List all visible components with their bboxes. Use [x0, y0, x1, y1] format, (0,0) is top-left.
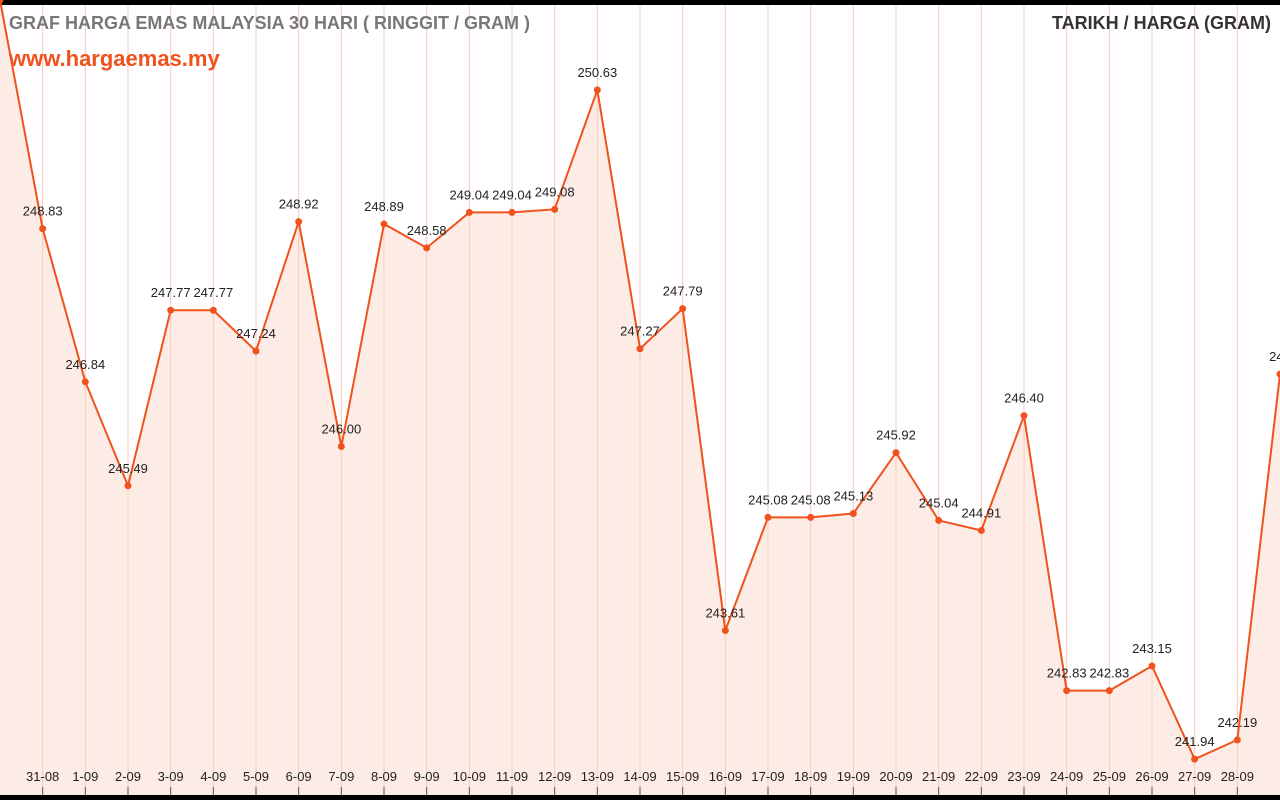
data-label: 242.83	[1047, 666, 1087, 681]
data-label: 245.49	[108, 461, 148, 476]
x-tick-label: 23-09	[1007, 769, 1040, 784]
data-point	[465, 208, 473, 216]
x-tick-label: 25-09	[1093, 769, 1126, 784]
x-tick-label: 12-09	[538, 769, 571, 784]
x-tick-label: 10-09	[453, 769, 486, 784]
data-point	[593, 86, 601, 94]
x-tick-label: 2-09	[115, 769, 141, 784]
data-point	[1105, 687, 1113, 695]
x-tick-label: 22-09	[965, 769, 998, 784]
x-tick-label: 18-09	[794, 769, 827, 784]
data-label: 245.08	[791, 492, 831, 507]
data-point	[1233, 736, 1241, 744]
x-tick-label: 11-09	[496, 769, 528, 784]
data-label: 242.19	[1217, 715, 1257, 730]
data-label: 244.91	[961, 505, 1001, 520]
x-tick-label: 9-09	[414, 769, 440, 784]
legend-label: TARIKH / HARGA (GRAM)	[1052, 13, 1271, 33]
data-point	[380, 220, 388, 228]
data-point	[39, 225, 47, 233]
x-tick-label: 3-09	[158, 769, 184, 784]
data-label: 245.13	[833, 489, 873, 504]
x-tick-label: 28-09	[1221, 769, 1254, 784]
data-label: 246.40	[1004, 391, 1044, 406]
data-point	[295, 218, 303, 226]
x-tick-label: 15-09	[666, 769, 699, 784]
data-point	[892, 449, 900, 457]
data-point	[935, 516, 943, 524]
data-point	[1063, 687, 1071, 695]
data-point	[81, 378, 89, 386]
data-label: 245.92	[876, 428, 916, 443]
x-tick-label: 31-08	[26, 769, 59, 784]
data-point	[124, 482, 132, 490]
data-label: 247.77	[151, 285, 191, 300]
data-label: 250.63	[577, 65, 617, 80]
data-label: 243.15	[1132, 641, 1172, 656]
data-point	[551, 205, 559, 213]
chart-title: GRAF HARGA EMAS MALAYSIA 30 HARI ( RINGG…	[9, 13, 531, 33]
data-point	[764, 513, 772, 521]
data-point	[977, 526, 985, 534]
data-label: 249.04	[449, 187, 489, 202]
data-point	[423, 244, 431, 252]
data-label: 249.08	[535, 184, 575, 199]
x-tick-label: 7-09	[328, 769, 354, 784]
x-tick-label: 21-09	[922, 769, 955, 784]
data-label: 243.61	[705, 606, 745, 621]
x-tick-label: 1-09	[72, 769, 98, 784]
data-point	[1148, 662, 1156, 670]
data-point	[1191, 755, 1199, 763]
data-point	[807, 513, 815, 521]
x-tick-label: 4-09	[200, 769, 226, 784]
data-label: 247.79	[663, 284, 703, 299]
data-point	[209, 306, 217, 314]
data-label: 248.58	[407, 223, 447, 238]
data-point	[1276, 370, 1280, 378]
data-label: 247.24	[236, 326, 276, 341]
data-label: 249.04	[492, 187, 532, 202]
data-point	[679, 305, 687, 313]
x-tick-label: 6-09	[286, 769, 312, 784]
data-label: 248.83	[23, 204, 63, 219]
x-tick-label: 27-09	[1178, 769, 1211, 784]
data-label: 247.77	[193, 285, 233, 300]
data-point	[636, 345, 644, 353]
data-label: 241.94	[1175, 734, 1215, 749]
x-tick-label: 14-09	[623, 769, 656, 784]
x-tick-label: 5-09	[243, 769, 269, 784]
x-tick-label: 19-09	[837, 769, 870, 784]
x-tick-label: 17-09	[751, 769, 784, 784]
x-tick-label: 26-09	[1135, 769, 1168, 784]
x-tick-label: 24-09	[1050, 769, 1083, 784]
data-point	[849, 510, 857, 517]
data-point	[1020, 412, 1028, 420]
data-point	[252, 347, 260, 355]
data-point	[337, 443, 345, 451]
data-point	[508, 208, 516, 216]
brand-link[interactable]: www.hargaemas.my	[9, 46, 220, 71]
x-tick-label: 16-09	[709, 769, 742, 784]
x-tick-label: 8-09	[371, 769, 397, 784]
data-label: 248.89	[364, 199, 404, 214]
data-point	[0, 0, 4, 4]
data-label: 245.04	[919, 495, 959, 510]
data-label: 242.83	[1089, 666, 1129, 681]
data-label: 246.00	[321, 422, 361, 437]
data-label: 246.84	[65, 357, 105, 372]
data-label: 245.08	[748, 492, 788, 507]
x-tick-label: 20-09	[879, 769, 912, 784]
data-point	[167, 306, 175, 314]
data-label: 247.27	[620, 324, 660, 339]
data-label: 246	[1269, 349, 1280, 364]
data-label: 248.92	[279, 197, 319, 212]
data-point	[721, 627, 729, 635]
x-tick-label: 13-09	[581, 769, 614, 784]
